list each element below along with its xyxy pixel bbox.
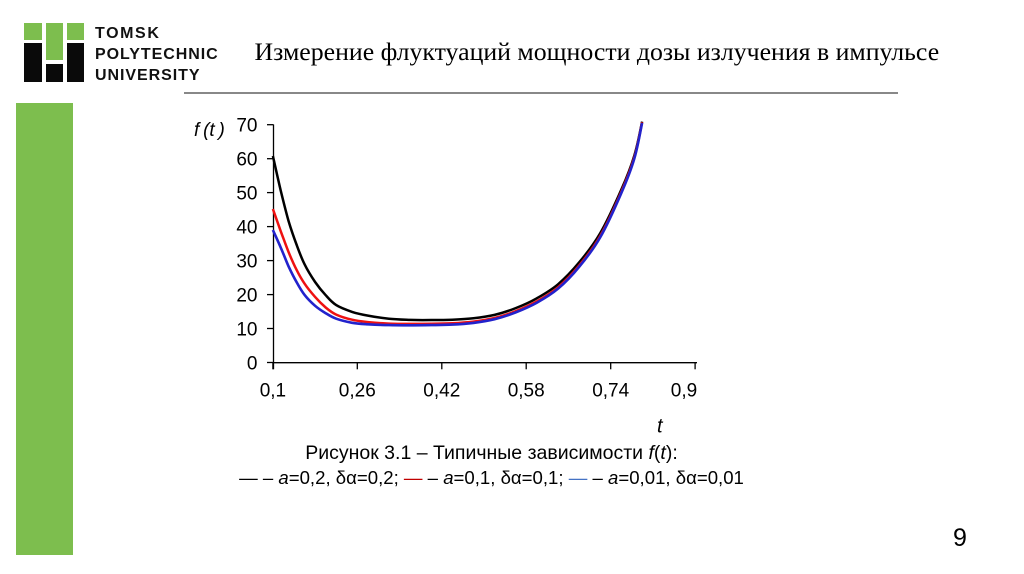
- svg-text:0,9: 0,9: [671, 381, 697, 402]
- svg-text:f (t ): f (t ): [194, 120, 225, 141]
- svg-text:10: 10: [236, 319, 257, 340]
- svg-text:40: 40: [236, 217, 257, 238]
- svg-text:0: 0: [247, 353, 258, 374]
- svg-text:t: t: [657, 416, 664, 438]
- svg-text:0,1: 0,1: [260, 381, 286, 402]
- svg-text:20: 20: [236, 285, 257, 306]
- svg-text:60: 60: [236, 150, 257, 171]
- svg-text:50: 50: [236, 183, 257, 204]
- svg-text:0,58: 0,58: [508, 381, 545, 402]
- svg-text:70: 70: [236, 116, 257, 137]
- svg-text:30: 30: [236, 251, 257, 272]
- svg-text:0,74: 0,74: [592, 381, 629, 402]
- svg-text:0,26: 0,26: [339, 381, 376, 402]
- svg-text:0,42: 0,42: [423, 381, 460, 402]
